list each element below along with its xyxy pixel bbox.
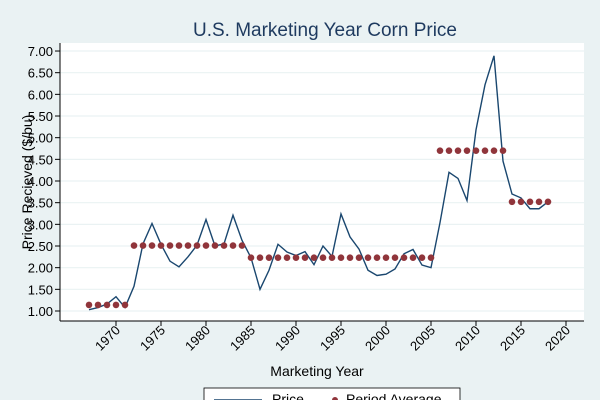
x-tick-label: 1990 (272, 323, 303, 354)
period-average-point (139, 242, 147, 249)
chart-title: U.S. Marketing Year Corn Price (193, 20, 457, 41)
period-average-point (508, 198, 516, 206)
period-average-point (373, 254, 381, 262)
period-average-point (310, 254, 318, 262)
x-tick-label: 2015 (497, 323, 528, 354)
legend-price-label: Price (272, 391, 304, 400)
period-average-point (85, 301, 93, 309)
period-average-point (517, 198, 525, 206)
period-average-point (463, 147, 471, 154)
x-tick-label: 1975 (137, 323, 168, 354)
legend-average-swatch (332, 397, 338, 400)
period-average-point (400, 254, 408, 262)
period-average-point (427, 254, 435, 262)
x-tick-label: 2005 (407, 323, 438, 354)
period-average-point (454, 147, 462, 154)
period-average-point (337, 254, 345, 262)
y-tick-label: 6.00 (28, 87, 53, 102)
period-average-point (202, 242, 210, 249)
period-average-point (436, 147, 444, 154)
y-tick-label: 5.00 (28, 131, 53, 146)
period-average-point (355, 254, 363, 262)
period-average-point (274, 254, 282, 262)
y-tick-label: 2.00 (28, 261, 53, 276)
period-average-point (220, 242, 228, 249)
y-tick-label: 3.50 (28, 196, 53, 211)
period-average-point (247, 254, 255, 262)
period-average-point (328, 254, 336, 262)
y-tick-label: 1.00 (28, 304, 53, 319)
period-average-point (94, 301, 102, 309)
y-tick-label: 3.00 (28, 217, 53, 232)
series-layer (85, 55, 552, 311)
x-tick-label: 1980 (182, 323, 213, 354)
period-average-point (121, 301, 129, 309)
y-axis: 1.00 1.50 2.00 2.50 3.00 3.50 4.00 4.50 5.00 5.50… (28, 43, 61, 321)
x-tick-label: 2010 (452, 323, 483, 354)
period-average-point (526, 198, 534, 206)
y-tick-label: 5.50 (28, 109, 53, 124)
period-average-point (157, 242, 165, 249)
period-average-point (193, 242, 201, 249)
period-average-point (256, 254, 264, 262)
legend-average-label: Period Average (346, 391, 442, 400)
y-axis-label: Price Recieved ($/bu) (19, 115, 35, 250)
period-average-point (184, 242, 192, 249)
period-average-point (211, 242, 219, 249)
period-average-point (283, 254, 291, 262)
period-average-point (112, 301, 120, 309)
period-average-point (229, 242, 237, 249)
period-average-point (472, 147, 480, 154)
period-average-point (499, 147, 507, 154)
y-tick-label: 6.50 (28, 66, 53, 81)
period-average-point (301, 254, 309, 262)
y-tick-label: 4.00 (28, 174, 53, 189)
period-average-point (409, 254, 417, 262)
y-tick-label: 7.00 (28, 44, 53, 59)
gridlines (60, 50, 584, 312)
x-tick-label: 2000 (362, 323, 393, 354)
period-average-point (391, 254, 399, 262)
period-average-point (103, 301, 111, 309)
period-average-point (418, 254, 426, 262)
period-average-point (544, 198, 552, 206)
x-axis-label: Marketing Year (270, 363, 364, 379)
x-tick-label: 1970 (92, 323, 123, 354)
period-average-point (238, 242, 246, 249)
period-average-point (265, 254, 273, 262)
period-average-point (148, 242, 156, 249)
period-average-point (490, 147, 498, 154)
period-average-point (175, 242, 183, 249)
y-tick-label: 1.50 (28, 282, 53, 297)
period-average-point (292, 254, 300, 262)
legend: Price Period Average (203, 387, 461, 400)
x-axis: 1970 1975 1980 1985 1990 1995 2000 2005 2010 2015… (60, 320, 584, 354)
period-average-point (364, 254, 372, 262)
plot-area (60, 43, 584, 321)
y-tick-label: 2.50 (28, 239, 53, 254)
period-average-point (319, 254, 327, 262)
y-tick-label: 4.50 (28, 152, 53, 167)
x-tick-label: 1995 (317, 323, 348, 354)
period-average-point (130, 242, 138, 249)
price-line (88, 55, 549, 311)
period-average-point (445, 147, 453, 154)
period-average-point (346, 254, 354, 262)
period-average-point (481, 147, 489, 154)
x-tick-label: 2020 (542, 323, 573, 354)
x-tick-label: 1985 (227, 323, 258, 354)
period-average-point (166, 242, 174, 249)
period-average-point (535, 198, 543, 206)
period-average-point (382, 254, 390, 262)
